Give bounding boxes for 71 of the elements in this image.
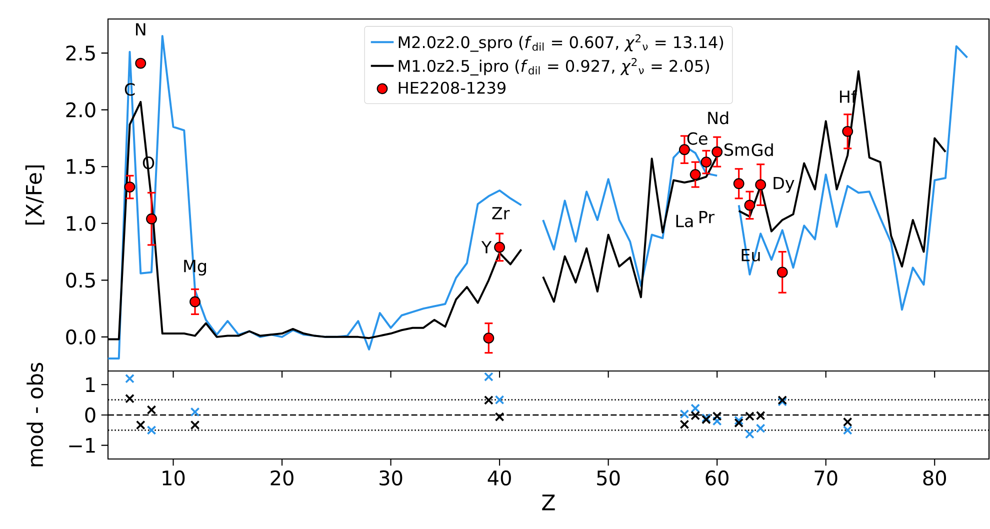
annotation: Zr	[492, 207, 510, 220]
annotation: La	[676, 214, 693, 228]
legend-label: HE2208-1239	[398, 82, 506, 94]
point	[744, 200, 756, 211]
point	[700, 156, 712, 168]
x-tick-label: 70	[814, 470, 838, 486]
point	[842, 425, 852, 435]
point	[712, 146, 723, 158]
point	[680, 420, 690, 430]
point	[483, 332, 494, 344]
point	[484, 395, 494, 405]
point	[146, 425, 156, 435]
x-tick-label: 60	[706, 470, 728, 486]
y-tick-label: 1.5	[67, 159, 95, 174]
point	[733, 178, 744, 190]
point	[124, 182, 136, 193]
point	[146, 213, 157, 224]
point	[190, 420, 200, 430]
point	[734, 418, 744, 428]
x-tick-label: 10	[162, 470, 185, 486]
y-axis-title: mod - obs	[26, 362, 44, 466]
x-tick-label: 40	[488, 470, 511, 486]
annotation: Pr	[700, 210, 715, 224]
y-axis-title: [X/Fe]	[25, 165, 44, 224]
x-tick-label: 80	[923, 470, 946, 486]
x-tick-label: 30	[380, 470, 402, 486]
y-tick-label: 2.5	[66, 45, 95, 61]
point	[690, 404, 700, 414]
point	[146, 405, 156, 415]
point	[494, 412, 504, 422]
point	[776, 266, 788, 278]
point	[756, 424, 766, 434]
point	[755, 179, 766, 190]
legend-label: M2.0z2.0_spro (f$_{dil}$ = 0.607, χ$^{2}$$_{ν}$ = 13.14)	[398, 34, 724, 52]
point	[484, 372, 494, 382]
point	[190, 407, 200, 417]
y-tick-label: 1.0	[67, 216, 96, 231]
point	[842, 126, 854, 137]
point	[125, 374, 134, 384]
y-tick-label: −1	[69, 438, 95, 453]
y-tick-label: 0.5	[66, 272, 95, 288]
point	[136, 420, 146, 430]
point	[190, 296, 200, 308]
point	[734, 416, 744, 426]
x-tick-label: 20	[270, 470, 294, 486]
y-tick-label: 2.0	[66, 102, 96, 118]
annotation: Ce	[687, 132, 708, 145]
x-axis-title: Z	[542, 494, 555, 510]
annotation: Dy	[774, 176, 794, 193]
y-tick-label: 1	[86, 377, 95, 392]
legend-label: M1.0z2.5_ipro (f$_{dil}$ = 0.927, χ$^{2}$$_{ν}$ = 2.05)	[398, 58, 709, 76]
annotation: Nd	[708, 111, 728, 124]
point	[135, 58, 146, 69]
point	[494, 242, 506, 253]
point	[125, 394, 134, 404]
annotation: N	[136, 23, 146, 36]
annotation: Sm	[724, 143, 749, 156]
point	[494, 395, 504, 405]
x-tick-label: 50	[597, 470, 620, 486]
point	[712, 412, 722, 421]
point	[690, 410, 700, 420]
annotation: Y	[481, 241, 492, 254]
point	[712, 416, 722, 426]
point	[678, 144, 690, 156]
point	[690, 169, 701, 180]
point	[745, 429, 754, 439]
y-tick-label: 0.0	[66, 329, 96, 345]
point	[680, 409, 690, 419]
point	[842, 417, 852, 427]
annotation: Gd	[752, 143, 773, 156]
y-tick-label: 0	[85, 407, 96, 423]
